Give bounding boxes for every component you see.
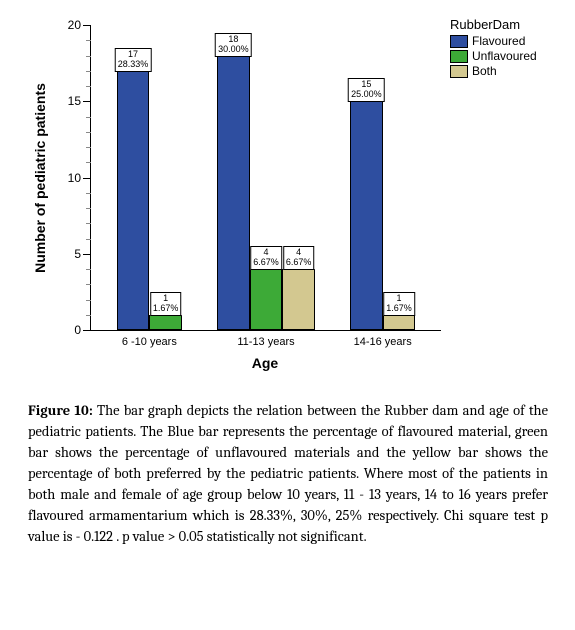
x-category-label: 14-16 years <box>354 336 412 348</box>
y-tick-minor <box>86 284 91 285</box>
legend-label: Both <box>472 64 497 78</box>
bar-value-label: 1525.00% <box>348 78 385 102</box>
bar-value-label: 46.67% <box>283 246 315 270</box>
plot-area: 051015206 -10 years1728.33%11.67%11-13 y… <box>90 25 441 331</box>
y-tick <box>83 25 91 26</box>
y-axis-title-text: Number of pediatric patients <box>32 83 48 273</box>
legend: RubberDam FlavouredUnflavouredBoth <box>450 17 570 79</box>
y-tick-label: 15 <box>68 94 81 108</box>
bar-value-label: 1830.00% <box>215 33 252 57</box>
x-category-label: 6 -10 years <box>122 336 177 348</box>
y-tick-minor <box>86 208 91 209</box>
legend-label: Unflavoured <box>472 49 537 63</box>
y-tick-minor <box>86 147 91 148</box>
y-tick <box>83 101 91 102</box>
bar-value-label: 11.67% <box>150 292 182 316</box>
y-tick-minor <box>86 315 91 316</box>
y-tick-minor <box>86 117 91 118</box>
bar-unflavoured: 46.67% <box>250 269 283 330</box>
figure-caption: Figure 10: The bar graph depicts the rel… <box>28 400 548 547</box>
caption-prefix: Figure 10: <box>28 402 97 419</box>
bar-both: 46.67% <box>282 269 315 330</box>
figure-container: Number of pediatric patients 051015206 -… <box>0 0 575 630</box>
y-tick-minor <box>86 239 91 240</box>
y-tick <box>83 254 91 255</box>
legend-item: Both <box>450 64 570 78</box>
y-tick-label: 0 <box>74 323 81 337</box>
y-tick-minor <box>86 223 91 224</box>
y-axis-title: Number of pediatric patients <box>30 25 50 330</box>
y-tick-minor <box>86 300 91 301</box>
legend-item: Unflavoured <box>450 49 570 63</box>
bar-flavoured: 1525.00% <box>350 101 383 330</box>
legend-label: Flavoured <box>472 34 525 48</box>
y-tick-label: 5 <box>74 247 81 261</box>
y-tick-minor <box>86 193 91 194</box>
bar-flavoured: 1830.00% <box>217 56 250 331</box>
y-tick <box>83 330 91 331</box>
bar-chart: Number of pediatric patients 051015206 -… <box>10 5 565 385</box>
bar-value-label: 1728.33% <box>115 48 152 72</box>
bar-value-label: 11.67% <box>383 292 415 316</box>
bar-flavoured: 1728.33% <box>117 71 150 330</box>
legend-item: Flavoured <box>450 34 570 48</box>
y-tick-minor <box>86 86 91 87</box>
y-tick <box>83 178 91 179</box>
legend-swatch <box>450 65 468 78</box>
legend-title: RubberDam <box>450 17 570 32</box>
y-tick-minor <box>86 40 91 41</box>
bar-value-label: 46.67% <box>250 246 282 270</box>
caption-text: The bar graph depicts the relation betwe… <box>28 402 548 545</box>
x-axis-title-text: Age <box>252 355 278 371</box>
y-tick-minor <box>86 71 91 72</box>
y-tick-minor <box>86 56 91 57</box>
legend-items: FlavouredUnflavouredBoth <box>450 34 570 78</box>
y-tick-minor <box>86 162 91 163</box>
y-tick-minor <box>86 269 91 270</box>
y-tick-label: 10 <box>68 171 81 185</box>
y-tick-label: 20 <box>68 18 81 32</box>
legend-swatch <box>450 35 468 48</box>
x-axis-title: Age <box>90 355 440 371</box>
y-tick-minor <box>86 132 91 133</box>
bar-unflavoured: 11.67% <box>149 315 182 330</box>
legend-swatch <box>450 50 468 63</box>
x-category-label: 11-13 years <box>237 336 294 348</box>
bar-both: 11.67% <box>383 315 416 330</box>
